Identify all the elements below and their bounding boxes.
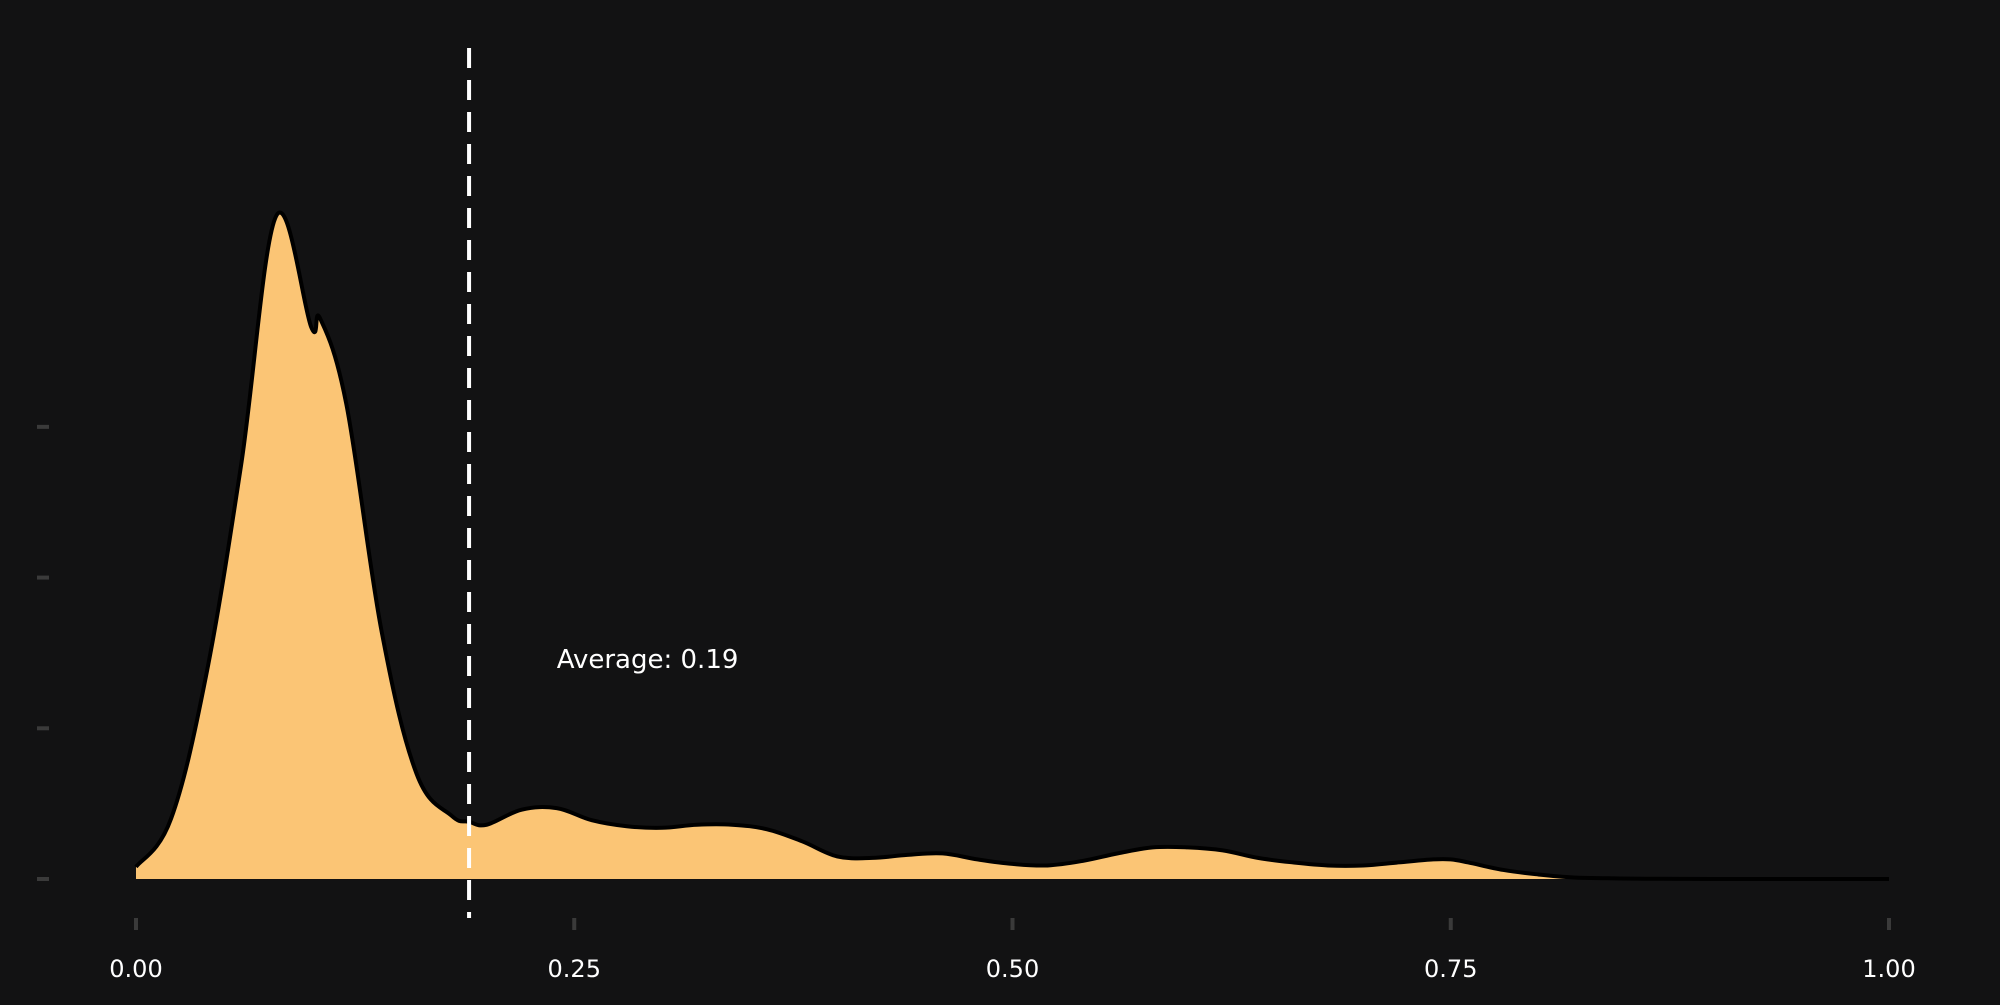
- y-axis: [37, 424, 49, 881]
- x-axis: 0.00 0.25 0.50 0.75 1.00: [109, 918, 1916, 983]
- x-tick-label: 0.25: [548, 955, 601, 983]
- x-tick-label: 1.00: [1862, 955, 1915, 983]
- x-tick-label: 0.00: [109, 955, 162, 983]
- x-tick-label: 0.75: [1424, 955, 1477, 983]
- average-annotation: Average: 0.19: [557, 645, 739, 675]
- x-tick-label: 0.50: [986, 955, 1039, 983]
- density-line: [134, 210, 1889, 882]
- density-area: [136, 212, 1889, 880]
